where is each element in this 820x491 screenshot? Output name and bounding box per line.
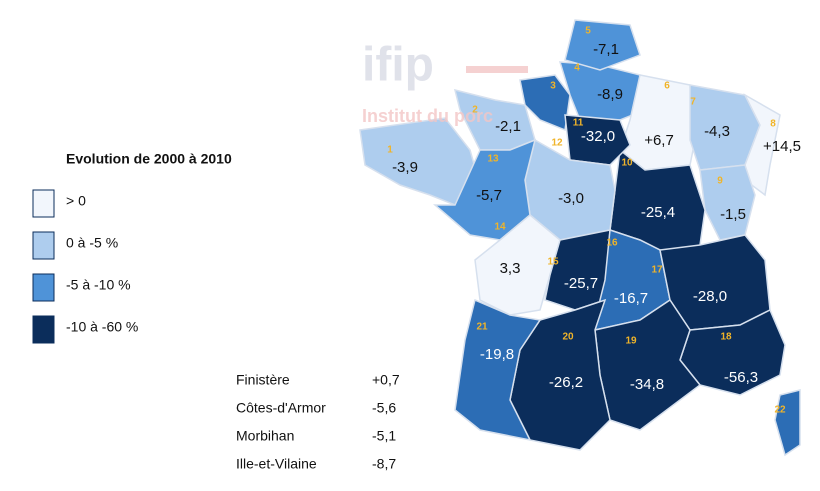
region — [474, 214, 561, 316]
region-value: -17,1 — [734, 438, 768, 455]
region-number: 11 — [573, 118, 584, 129]
region — [564, 19, 641, 71]
region-number: 9 — [717, 176, 723, 187]
region-number: 22 — [774, 405, 786, 416]
region-value: -34,8 — [630, 376, 664, 393]
legend-swatch — [32, 273, 55, 302]
legend-swatch — [32, 189, 55, 218]
legend-label: > 0 — [66, 193, 86, 209]
region-value: -8,9 — [597, 86, 623, 103]
region-value: -16,7 — [614, 290, 648, 307]
legend-label: -10 à -60 % — [66, 319, 138, 335]
region-number: 19 — [625, 336, 637, 347]
region-number: 2 — [472, 105, 478, 116]
region-number: 3 — [550, 81, 556, 92]
legend-label: -5 à -10 % — [66, 277, 131, 293]
region-value: -28,0 — [693, 288, 727, 305]
legend: Evolution de 2000 à 2010 > 0 0 à -5 % -5 à… — [32, 151, 232, 344]
region-number: 10 — [621, 158, 633, 169]
region-number: 15 — [547, 257, 559, 268]
region-value: +14,5 — [763, 138, 801, 155]
watermark-subtitle: Institut du porc — [362, 106, 493, 126]
region-number: 5 — [585, 26, 591, 37]
region — [519, 74, 571, 132]
watermark-dash — [466, 66, 528, 73]
region-value: -7,1 — [593, 41, 619, 58]
region-value: -3,0 — [558, 190, 584, 207]
region-value: -56,3 — [724, 369, 758, 386]
watermark-logo: ifip — [362, 39, 434, 92]
region-value: -25,4 — [641, 204, 675, 221]
region-number: 12 — [551, 138, 563, 149]
department-name: Ille-et-Vilaine — [236, 456, 317, 472]
region-number: 13 — [487, 154, 499, 165]
region — [743, 93, 781, 197]
legend-title: Evolution de 2000 à 2010 — [66, 151, 232, 167]
region-value: -25,7 — [564, 275, 598, 292]
region-value: -3,9 — [392, 159, 418, 176]
legend-label: 0 à -5 % — [66, 235, 118, 251]
department-value: -5,6 — [372, 400, 396, 416]
region-value: 3,3 — [500, 260, 521, 277]
region-number: 8 — [770, 119, 776, 130]
region-number: 6 — [664, 81, 670, 92]
region-value: -5,7 — [476, 187, 502, 204]
department-value: -8,7 — [372, 456, 396, 472]
region — [774, 389, 801, 457]
region-number: 17 — [651, 265, 663, 276]
region-number: 4 — [574, 63, 580, 74]
region-value: +6,7 — [644, 132, 674, 149]
region-number: 20 — [562, 332, 574, 343]
region-number: 1 — [387, 145, 393, 156]
department-name: Morbihan — [236, 428, 294, 444]
region — [699, 164, 756, 241]
department-value: -5,1 — [372, 428, 396, 444]
region — [454, 298, 542, 442]
region-value: -32,0 — [581, 128, 615, 145]
region — [564, 114, 631, 166]
department-name: Côtes-d'Armor — [236, 400, 326, 416]
france-map: 1 -3,9 2 -2,1 3 4 -8,9 5-7,1 6 +6,7 7 -4,3 8 +14,5 9 -1… — [359, 19, 801, 457]
legend-swatch — [32, 231, 55, 260]
department-table: Finistère +0,7 Côtes-d'Armor -5,6 Morbihan -5… — [236, 372, 400, 472]
region-number: 7 — [690, 97, 696, 108]
region-value: -2,1 — [495, 118, 521, 135]
region-value: -19,8 — [480, 346, 514, 363]
region-value: -26,2 — [549, 374, 583, 391]
region-number: 18 — [720, 332, 732, 343]
region-number: 14 — [494, 222, 506, 233]
region-number: 21 — [476, 322, 488, 333]
department-name: Finistère — [236, 372, 290, 388]
region-value: -1,5 — [720, 206, 746, 223]
legend-swatch — [32, 315, 55, 344]
department-value: +0,7 — [372, 372, 400, 388]
region-number: 16 — [606, 238, 618, 249]
region-value: -4,3 — [704, 123, 730, 140]
